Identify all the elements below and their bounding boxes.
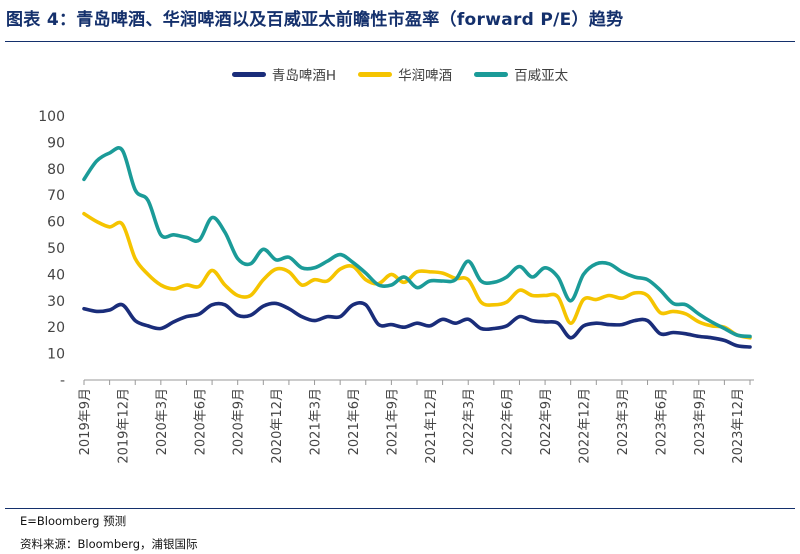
legend-swatch-cr-beer xyxy=(358,71,393,77)
x-tick-label: 2023年6月 xyxy=(654,388,669,455)
x-tick-label: 2022年12月 xyxy=(578,388,593,464)
legend-label-tsingtao: 青岛啤酒H xyxy=(271,68,337,84)
x-tick-label: 2020年9月 xyxy=(232,388,247,455)
x-tick-label: 2020年3月 xyxy=(155,388,170,455)
x-tick-label: 2022年3月 xyxy=(462,388,477,455)
y-tick-label: 20 xyxy=(47,320,65,336)
legend-swatch-budweiser-apac xyxy=(474,71,509,77)
y-tick-label: - xyxy=(60,373,65,389)
y-tick-label: 90 xyxy=(47,135,65,151)
legend-item-tsingtao: 青岛啤酒H xyxy=(231,64,337,84)
x-tick-label: 2021年9月 xyxy=(385,388,400,455)
series-line-cr-beer xyxy=(82,211,752,340)
legend-item-budweiser-apac: 百威亚太 xyxy=(474,64,568,84)
y-tick-label: 70 xyxy=(47,188,65,204)
x-tick-label: 2023年9月 xyxy=(693,388,708,455)
legend-label-cr-beer: 华润啤酒 xyxy=(398,68,453,84)
y-tick-label: 30 xyxy=(47,294,65,310)
forecast-note: E=Bloomberg 预测 xyxy=(20,514,127,528)
x-tick-label: 2022年6月 xyxy=(501,388,516,455)
footer-divider xyxy=(5,508,795,509)
x-tick-label: 2019年9月 xyxy=(78,388,93,455)
x-tick-label: 2020年12月 xyxy=(270,388,285,464)
x-tick-label: 2021年12月 xyxy=(424,388,439,464)
y-tick-label: 80 xyxy=(47,162,65,178)
chart-title: 图表 4：青岛啤酒、华润啤酒以及百威亚太前瞻性市盈率（forward P/E）趋… xyxy=(6,10,624,30)
title-divider xyxy=(5,41,795,42)
x-tick-label: 2019年12月 xyxy=(116,388,131,464)
x-tick-label: 2023年3月 xyxy=(616,388,631,455)
x-tick-label: 2023年12月 xyxy=(731,388,746,464)
chart-legend: 青岛啤酒H 华润啤酒 百威亚太 xyxy=(0,64,800,84)
y-tick-label: 50 xyxy=(47,241,65,257)
legend-swatch-tsingtao xyxy=(231,71,266,77)
series-line-tsingtao xyxy=(82,301,752,349)
x-tick-label: 2020年6月 xyxy=(193,388,208,455)
x-tick-label: 2021年3月 xyxy=(309,388,324,455)
source-note: 资料来源：Bloomberg，浦银国际 xyxy=(20,537,198,551)
y-tick-label: 100 xyxy=(38,109,65,125)
y-tick-label: 40 xyxy=(47,267,65,283)
x-tick-label: 2021年6月 xyxy=(347,388,362,455)
legend-label-budweiser-apac: 百威亚太 xyxy=(514,68,569,84)
y-tick-label: 10 xyxy=(47,347,65,363)
x-tick-label: 2022年9月 xyxy=(539,388,554,455)
series-line-budweiser-apac xyxy=(82,146,752,339)
y-tick-label: 60 xyxy=(47,215,65,231)
legend-item-cr-beer: 华润啤酒 xyxy=(358,64,452,84)
